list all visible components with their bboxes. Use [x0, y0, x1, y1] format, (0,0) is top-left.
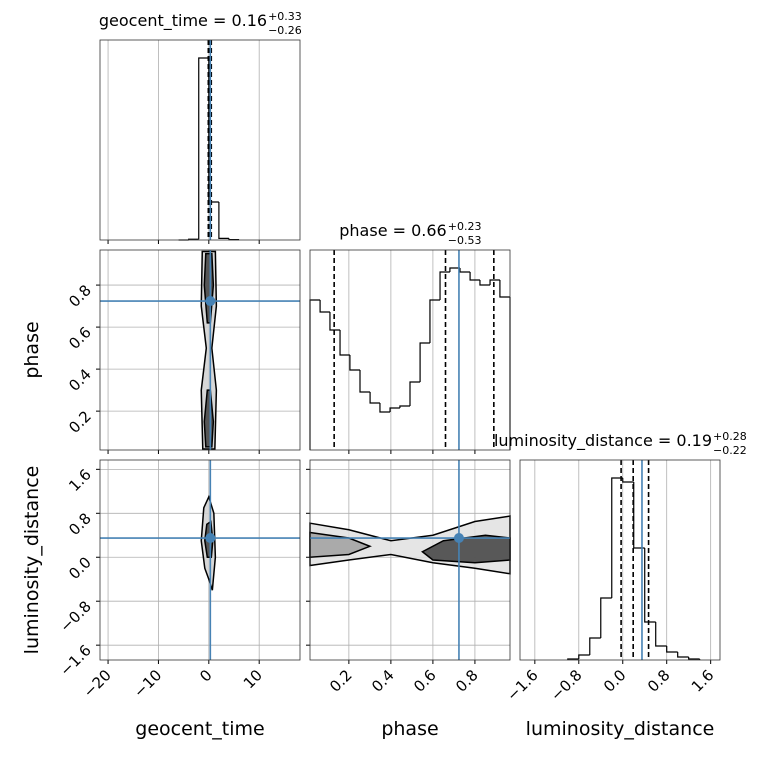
- histogram-step: [688, 657, 700, 660]
- panel-bg: [310, 250, 510, 450]
- truth-point: [205, 296, 216, 307]
- histogram-step: [489, 279, 500, 285]
- title-lower: −0.22: [713, 444, 747, 457]
- y-tick-label: 0.8: [65, 509, 95, 539]
- y-axis-label: luminosity_distance: [21, 466, 43, 655]
- histogram-step: [379, 403, 391, 413]
- panel-title: luminosity_distance = 0.19: [494, 431, 712, 451]
- histogram-step: [319, 300, 330, 313]
- panel-title: phase = 0.66: [339, 221, 446, 240]
- panel-bg: [100, 250, 300, 450]
- histogram-step: [611, 477, 623, 598]
- histogram-step: [399, 405, 410, 408]
- y-tick-label: 0.8: [65, 281, 95, 311]
- histogram-step: [359, 370, 371, 393]
- x-tick-label: 0.2: [326, 666, 356, 696]
- histogram-step: [677, 652, 689, 658]
- x-tick-label: 10: [240, 666, 266, 692]
- histogram-step: [499, 280, 510, 298]
- x-tick-label: 0.6: [410, 666, 440, 696]
- truth-point: [205, 533, 216, 544]
- truth-point: [453, 533, 464, 544]
- panel-frame: [309, 459, 511, 661]
- y-tick-label: 0.6: [65, 323, 95, 353]
- histogram-step: [622, 478, 634, 483]
- y-tick-label: 1.6: [65, 465, 95, 495]
- x-tick-label: −20: [80, 666, 115, 701]
- title-lower: −0.53: [448, 234, 482, 247]
- histogram-step: [389, 407, 400, 412]
- histogram-step: [339, 330, 350, 356]
- title-lower: −0.26: [268, 24, 302, 37]
- histogram-step: [419, 342, 430, 382]
- panel-bg: [520, 460, 720, 660]
- histogram-step: [459, 268, 471, 273]
- panel-frame: [309, 249, 511, 451]
- y-tick-label: −0.8: [56, 597, 94, 635]
- panel-bg: [100, 40, 300, 240]
- title-upper: +0.28: [713, 430, 747, 443]
- x-tick-label: −1.6: [503, 666, 541, 704]
- histogram-step: [600, 597, 612, 638]
- histogram-step: [409, 381, 421, 406]
- x-axis-label: phase: [381, 718, 438, 740]
- y-tick-label: −1.6: [56, 641, 94, 679]
- histogram-step: [439, 271, 450, 300]
- histogram-step: [644, 548, 656, 623]
- histogram-step: [589, 637, 601, 655]
- histogram-step: [449, 267, 460, 272]
- histogram-step: [198, 57, 209, 240]
- panel-frame: [99, 39, 301, 241]
- histogram-step: [369, 392, 380, 404]
- x-tick-label: 0.8: [644, 666, 674, 696]
- histogram-step: [218, 202, 229, 239]
- histogram-step: [429, 299, 441, 343]
- panel-title: geocent_time = 0.16: [99, 11, 267, 31]
- title-upper: +0.23: [448, 220, 482, 233]
- title-upper: +0.33: [268, 10, 302, 23]
- x-tick-label: 0.0: [600, 666, 630, 696]
- x-tick-label: −10: [130, 666, 165, 701]
- x-tick-label: −0.8: [547, 666, 585, 704]
- x-tick-label: 1.6: [688, 666, 718, 696]
- histogram-step: [655, 622, 667, 647]
- histogram-step: [479, 280, 491, 286]
- y-tick-label: 0.4: [65, 365, 95, 395]
- histogram-step: [469, 272, 480, 281]
- x-axis-label: luminosity_distance: [526, 718, 715, 740]
- x-axis-label: geocent_time: [135, 718, 264, 740]
- panel-frame: [99, 249, 301, 451]
- y-tick-label: 0.0: [65, 553, 95, 583]
- histogram-step: [349, 355, 360, 371]
- x-tick-label: 0: [196, 666, 215, 685]
- histogram-step: [666, 646, 678, 653]
- histogram-step: [329, 312, 341, 331]
- y-tick-label: 0.2: [65, 407, 95, 437]
- panel-frame: [99, 459, 301, 661]
- panel-frame: [519, 459, 721, 661]
- y-axis-label: phase: [21, 321, 43, 378]
- histogram-step: [578, 654, 590, 659]
- x-tick-label: 0.8: [452, 666, 482, 696]
- x-tick-label: 0.4: [368, 666, 398, 696]
- panel-bg: [100, 460, 300, 660]
